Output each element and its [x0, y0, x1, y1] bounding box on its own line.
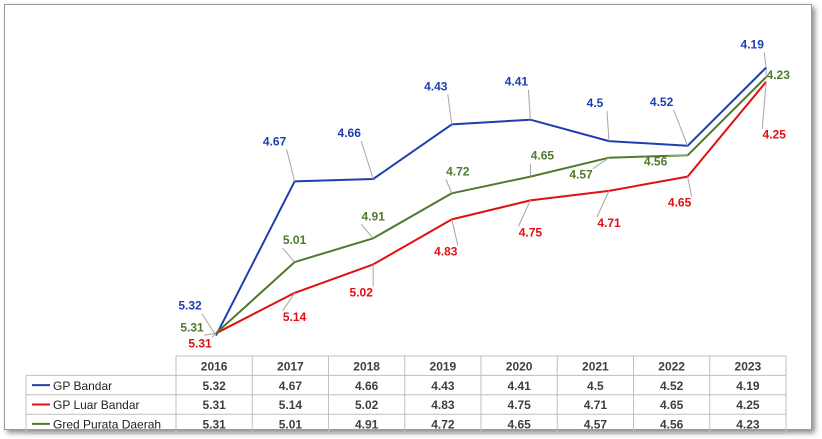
data-labels: 5.32 4.67 4.66 4.43 4.41 4.5 4.52 4.19 5.31 5.14 5…: [178, 37, 790, 350]
leader-line: [360, 140, 374, 180]
data-label-2-0: 5.31: [180, 320, 204, 334]
leader-line: [282, 292, 296, 312]
series-line-1: [215, 81, 767, 335]
data-label-2-1: 5.01: [283, 233, 307, 247]
leader-line: [447, 94, 453, 125]
table-cell: 4.5: [587, 379, 604, 393]
table-cell: 4.71: [584, 398, 608, 412]
leader-line: [527, 89, 531, 120]
leader-line: [286, 149, 296, 182]
leader-line: [445, 179, 453, 194]
table-cell: 4.41: [507, 379, 531, 393]
data-label-0-1: 4.67: [263, 134, 287, 148]
table-cell: 4.65: [507, 418, 531, 432]
data-label-2-3: 4.72: [446, 164, 470, 178]
leader-line: [451, 219, 459, 246]
data-label-1-7: 4.25: [763, 128, 787, 142]
table-cell: 4.91: [355, 418, 379, 432]
x-tick-label-2017: 2017: [277, 359, 304, 373]
legend-label-1: GP Luar Bandar: [53, 398, 140, 412]
data-label-1-6: 4.65: [668, 196, 692, 210]
table-cell: 4.75: [507, 398, 531, 412]
x-tick-label-2021: 2021: [582, 359, 609, 373]
table-cell: 5.14: [279, 398, 303, 412]
table-cell: 4.23: [736, 418, 760, 432]
x-tick-label-2020: 2020: [506, 359, 533, 373]
data-label-0-7: 4.19: [741, 37, 765, 51]
table-cell: 4.43: [431, 379, 455, 393]
table-cell: 4.67: [279, 379, 303, 393]
x-tick-label-2018: 2018: [353, 359, 380, 373]
data-label-0-3: 4.43: [424, 79, 448, 93]
legend-label-2: Gred Purata Daerah: [53, 418, 161, 432]
data-label-0-2: 4.66: [338, 126, 362, 140]
leader-line: [687, 176, 693, 197]
data-label-1-4: 4.75: [519, 225, 543, 239]
chart-frame: [4, 4, 812, 430]
table-cell: 4.52: [660, 379, 684, 393]
data-label-2-4: 4.65: [531, 149, 555, 163]
data-label-1-5: 4.71: [597, 216, 621, 230]
leader-line: [596, 190, 610, 218]
data-label-1-2: 5.02: [350, 285, 374, 299]
legend-label-0: GP Bandar: [53, 379, 112, 393]
data-label-1-1: 5.14: [283, 310, 307, 324]
table-cell: 4.66: [355, 379, 379, 393]
leader-line: [592, 157, 610, 170]
table-cell: 4.56: [660, 418, 684, 432]
data-label-1-3: 4.83: [434, 244, 458, 258]
data-label-2-6: 4.56: [644, 154, 668, 168]
leader-line: [606, 111, 610, 142]
leader-line: [517, 200, 531, 227]
table-cell: 4.83: [431, 398, 455, 412]
table-cell: 4.25: [736, 398, 760, 412]
data-label-2-5: 4.57: [569, 168, 593, 182]
leader-line: [282, 247, 295, 263]
x-tick-label-2022: 2022: [658, 359, 685, 373]
table-cell: 5.32: [202, 379, 226, 393]
leader-line: [203, 332, 217, 336]
leader-line: [763, 52, 767, 68]
leader-line: [211, 332, 217, 338]
table-cell: 4.57: [584, 418, 608, 432]
table-cell: 5.31: [202, 398, 226, 412]
table-cell: 4.19: [736, 379, 760, 393]
data-label-0-5: 4.5: [587, 96, 604, 110]
leader-line: [360, 224, 374, 239]
table-cell: 4.72: [431, 418, 455, 432]
data-label-1-0: 5.31: [188, 336, 212, 350]
data-table: 2016 2017 2018 2019 2020 2021 2022 2023 GP Banda…: [25, 355, 787, 435]
data-label-0-0: 5.32: [178, 299, 202, 313]
x-tick-label-2019: 2019: [430, 359, 457, 373]
table-cell: 5.01: [279, 418, 303, 432]
data-label-0-4: 4.41: [505, 75, 529, 89]
leader-line: [761, 81, 767, 129]
x-tick-label-2023: 2023: [735, 359, 762, 373]
data-label-2-2: 4.91: [362, 209, 386, 223]
table-cell: 4.65: [660, 398, 684, 412]
data-label-0-6: 4.52: [650, 95, 674, 109]
table-cell: 5.31: [202, 418, 226, 432]
x-tick-label-2016: 2016: [201, 359, 228, 373]
leader-line: [201, 313, 217, 336]
series-line-0: [215, 66, 767, 337]
table-cell: 5.02: [355, 398, 379, 412]
leader-line: [673, 109, 689, 146]
data-label-2-7: 4.23: [767, 68, 791, 82]
